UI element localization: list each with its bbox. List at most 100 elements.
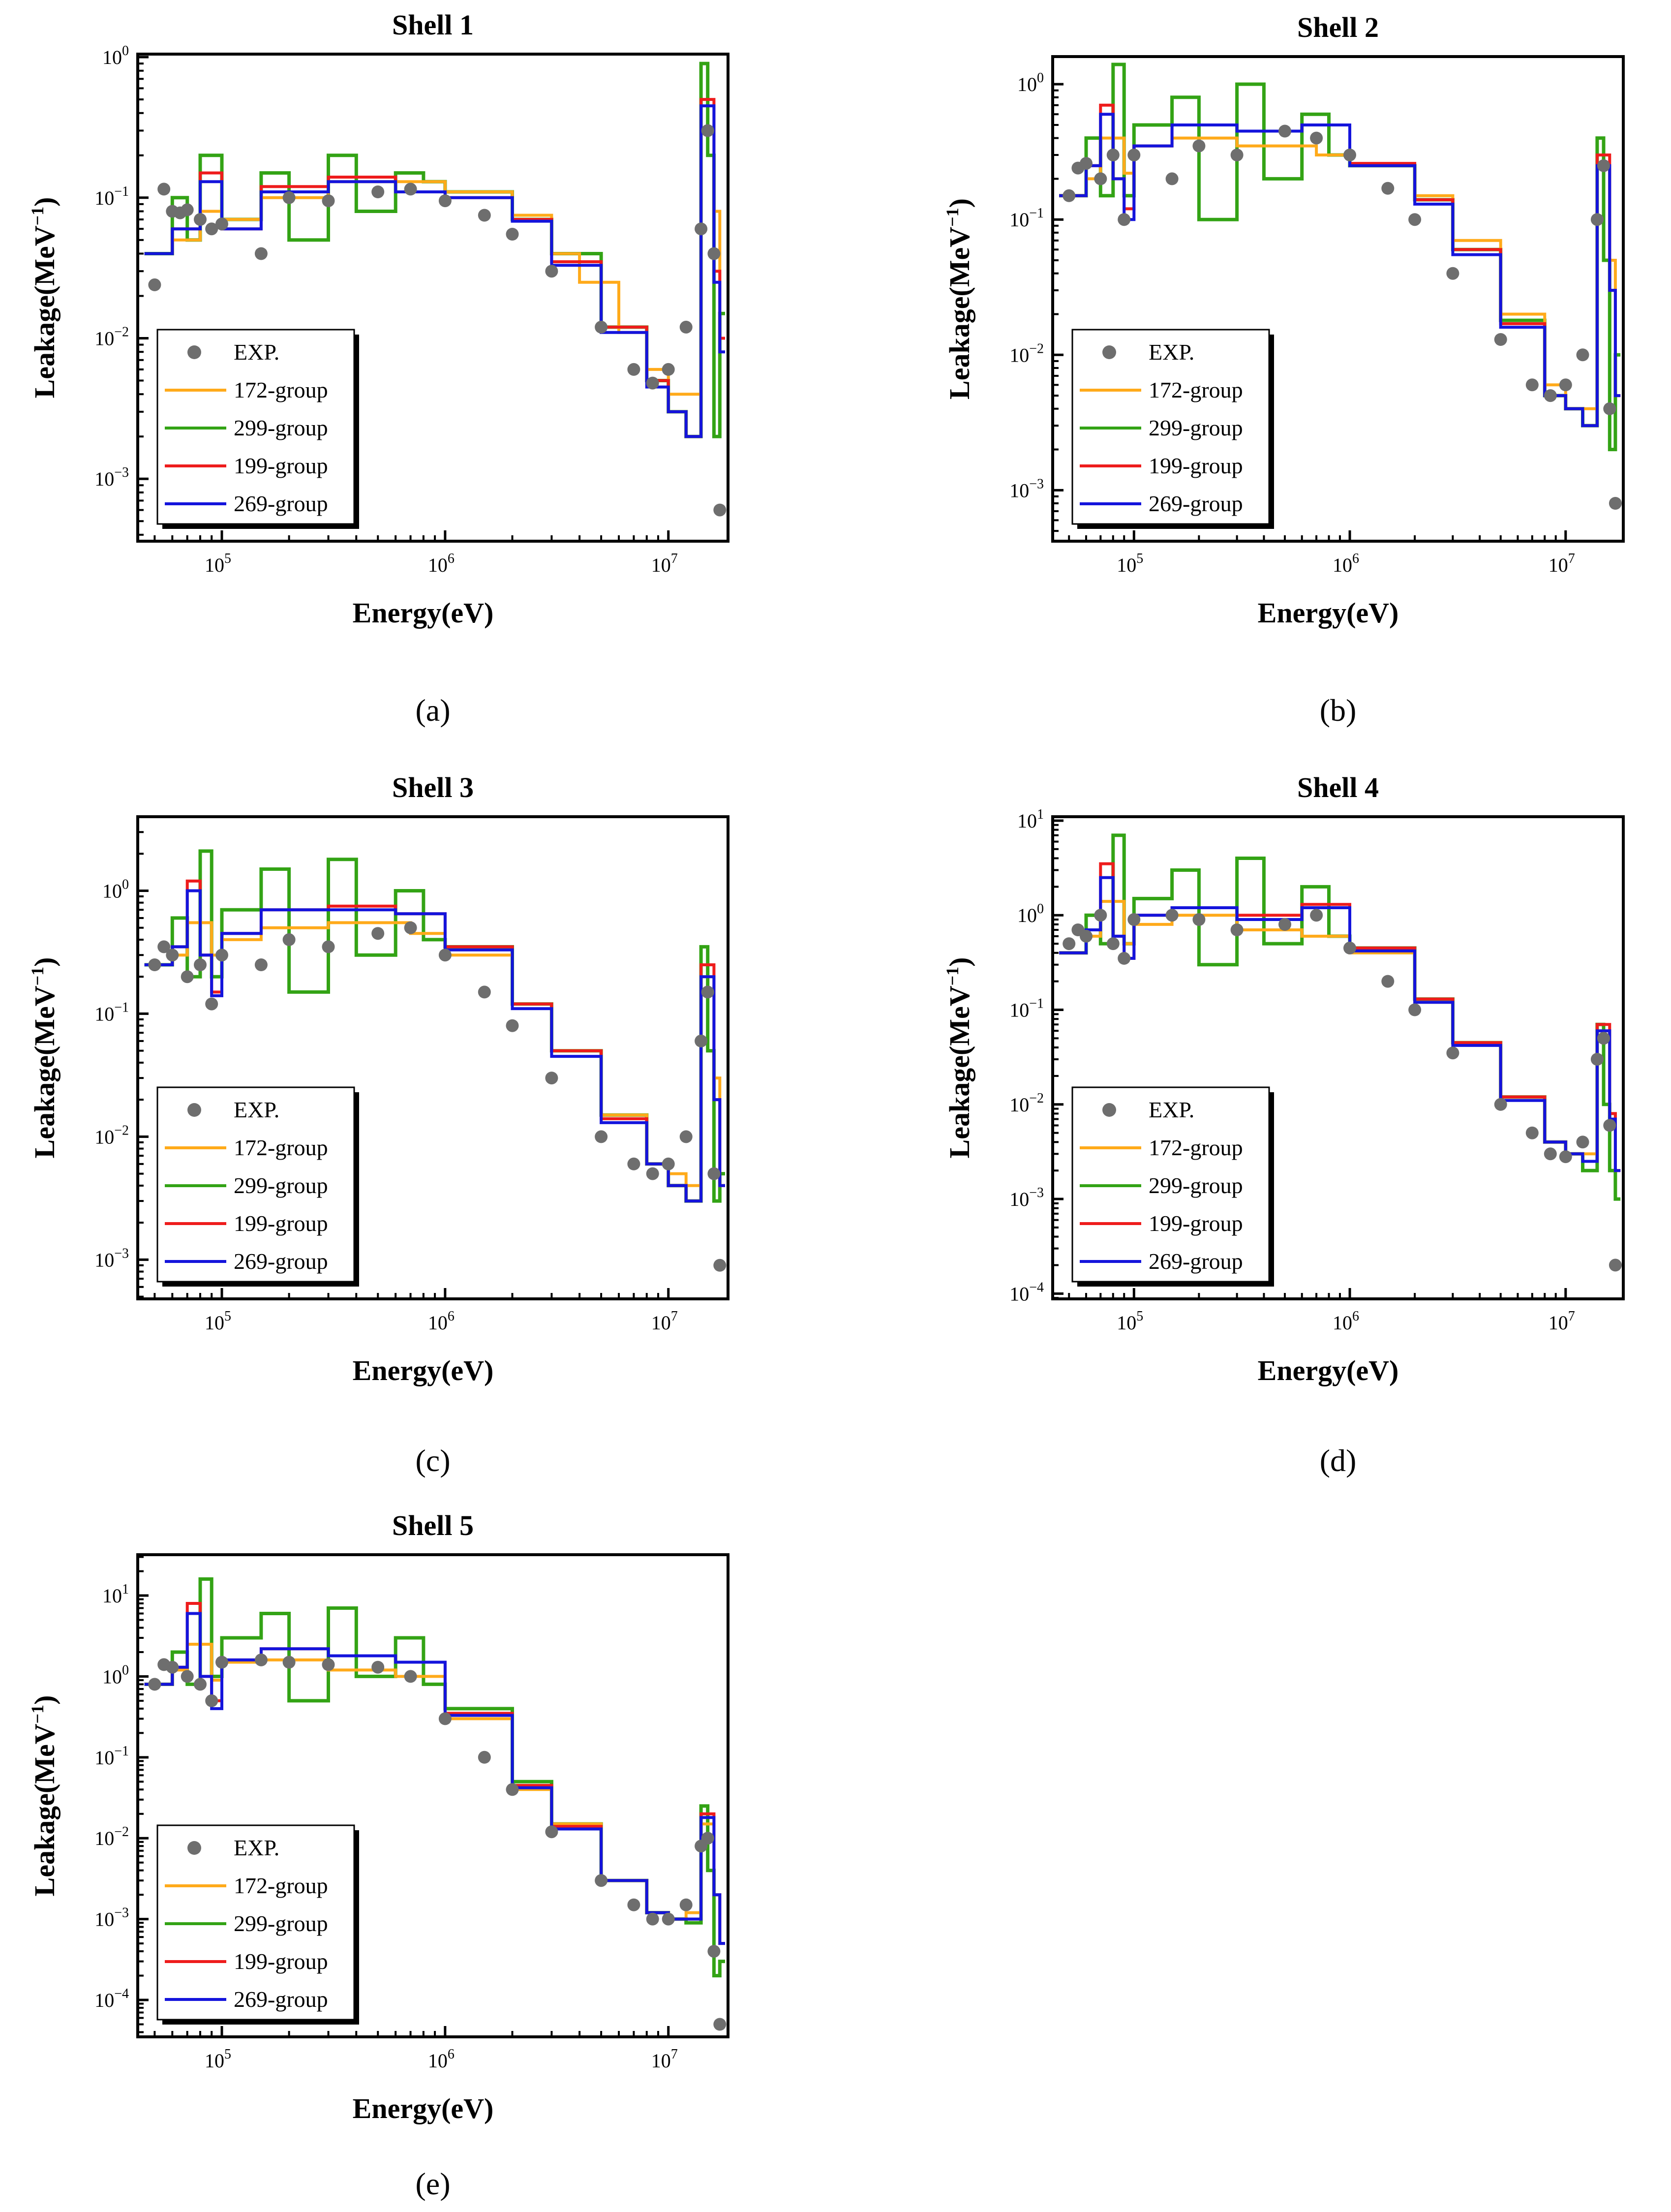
x-axis: 105 106 107 xyxy=(1068,1288,1575,1334)
exp-data-point xyxy=(695,1034,708,1047)
y-tick-label: 10−1 xyxy=(1009,996,1044,1021)
legend: EXP. 172-group 299-group 199-group 269-group xyxy=(156,1086,359,1287)
x-axis-label: Energy(eV) xyxy=(1258,597,1399,629)
exp-data-point xyxy=(322,194,335,208)
chart-title: Shell 5 xyxy=(392,1509,474,1541)
chart-panel-shell-3: Shell 3 105 106 107 100 10−1 10−2 10−3 Energy(eV… xyxy=(28,771,729,1478)
exp-data-point xyxy=(1609,1259,1622,1272)
y-tick-label: 10−3 xyxy=(1009,476,1044,501)
y-tick-label: 10−2 xyxy=(94,1123,129,1148)
x-axis: 105 106 107 xyxy=(153,530,678,576)
exp-data-point xyxy=(1094,909,1107,922)
exp-data-point xyxy=(1118,213,1131,226)
exp-data-point xyxy=(1494,333,1507,346)
y-axis-label: Leakage(MeV−1) xyxy=(28,197,61,399)
legend-label-172-group: 172-group xyxy=(234,377,328,402)
exp-data-point xyxy=(646,1912,659,1926)
exp-data-point xyxy=(627,363,640,376)
y-tick-label: 10−3 xyxy=(94,1246,129,1271)
plot-frame xyxy=(136,1553,729,2038)
x-axis-label: Energy(eV) xyxy=(353,2092,494,2124)
exp-data-point xyxy=(438,949,452,962)
exp-data-point xyxy=(506,1783,519,1796)
legend-label-299-group: 299-group xyxy=(1149,415,1243,440)
y-tick-label: 10−2 xyxy=(1009,1091,1044,1116)
exp-data-point xyxy=(215,1656,228,1669)
legend: EXP. 172-group 299-group 199-group 269-group xyxy=(156,1824,359,2025)
exp-data-point xyxy=(707,1167,721,1180)
exp-data-point xyxy=(1576,1136,1589,1149)
plot-area xyxy=(1059,833,1622,1272)
series-line-269-group xyxy=(144,889,725,1203)
x-axis-label: Energy(eV) xyxy=(1258,1354,1399,1386)
exp-data-point xyxy=(322,940,335,953)
x-tick-label: 105 xyxy=(1117,551,1143,576)
plot-frame xyxy=(136,815,729,1300)
y-axis: 101 100 10−1 10−2 10−3 10−4 xyxy=(1009,807,1063,1305)
x-axis: 105 106 107 xyxy=(153,2026,678,2072)
x-tick-label: 105 xyxy=(205,2047,231,2072)
chart-title: Shell 1 xyxy=(392,9,474,41)
x-axis: 105 106 107 xyxy=(153,1288,678,1334)
y-tick-label: 10−1 xyxy=(1009,206,1044,231)
exp-data-point xyxy=(1165,172,1179,185)
y-tick-label: 101 xyxy=(1017,807,1044,832)
series-line-269-group xyxy=(1059,876,1621,1172)
exp-data-point xyxy=(1381,182,1395,195)
exp-data-point xyxy=(1278,124,1291,138)
exp-data-point xyxy=(1080,929,1093,943)
y-tick-label: 10−2 xyxy=(94,325,129,350)
exp-data-point xyxy=(148,958,161,971)
chart-panel-shell-2: Shell 2 105 106 107 100 10−1 10−2 10−3 Energy(eV… xyxy=(942,11,1625,728)
exp-data-point xyxy=(1343,149,1356,161)
exp-data-point xyxy=(701,985,714,999)
exp-data-point xyxy=(181,1670,194,1683)
x-tick-label: 105 xyxy=(205,1309,231,1334)
legend-label-199-group: 199-group xyxy=(234,1949,328,1974)
legend-label-269-group: 269-group xyxy=(234,491,328,516)
legend-label-299-group: 299-group xyxy=(1149,1173,1243,1198)
x-tick-label: 106 xyxy=(428,551,455,576)
series-line-269-group xyxy=(1059,113,1621,428)
x-axis: 105 106 107 xyxy=(1068,530,1575,576)
legend-label-269-group: 269-group xyxy=(234,1987,328,2012)
exp-data-point xyxy=(205,997,218,1011)
x-axis-label: Energy(eV) xyxy=(353,1354,494,1386)
exp-data-point xyxy=(404,183,417,196)
exp-data-point xyxy=(1525,378,1539,392)
exp-data-point xyxy=(662,1157,675,1170)
exp-data-point xyxy=(215,949,228,962)
exp-data-point xyxy=(254,958,268,971)
exp-data-point xyxy=(194,958,207,971)
exp-data-point xyxy=(1544,389,1557,402)
exp-data-point xyxy=(1597,159,1610,172)
plot-area xyxy=(144,1577,727,2031)
y-axis-label: Leakage(MeV−1) xyxy=(942,198,975,399)
exp-data-point xyxy=(701,124,714,137)
exp-data-point xyxy=(627,1157,640,1170)
x-tick-label: 107 xyxy=(651,1309,678,1334)
legend-label-269-group: 269-group xyxy=(234,1249,328,1274)
exp-data-point xyxy=(1310,131,1323,145)
exp-data-point xyxy=(1576,348,1589,362)
x-tick-label: 106 xyxy=(428,2047,455,2072)
y-tick-label: 10−1 xyxy=(94,184,129,209)
y-axis-label: Leakage(MeV−1) xyxy=(942,957,975,1159)
y-tick-label: 101 xyxy=(102,1582,129,1607)
legend-label-exp: EXP. xyxy=(234,1835,279,1860)
panel-caption: (d) xyxy=(1320,1443,1357,1478)
exp-data-point xyxy=(254,1653,268,1666)
exp-data-point xyxy=(148,1678,161,1691)
y-axis-label: Leakage(MeV−1) xyxy=(28,1695,61,1897)
exp-data-point xyxy=(646,1167,659,1180)
legend-marker-exp xyxy=(187,1841,201,1855)
exp-data-point xyxy=(1408,1003,1422,1016)
exp-data-point xyxy=(404,1670,417,1683)
exp-data-point xyxy=(679,1898,693,1911)
exp-data-point xyxy=(478,209,491,222)
y-axis-label: Leakage(MeV−1) xyxy=(28,957,61,1159)
chart-title: Shell 2 xyxy=(1297,11,1379,43)
legend-label-exp: EXP. xyxy=(234,339,279,365)
chart-panel-shell-1: Shell 1 105 106 107 100 10−1 10−2 10−3 Energy(eV… xyxy=(28,9,729,728)
